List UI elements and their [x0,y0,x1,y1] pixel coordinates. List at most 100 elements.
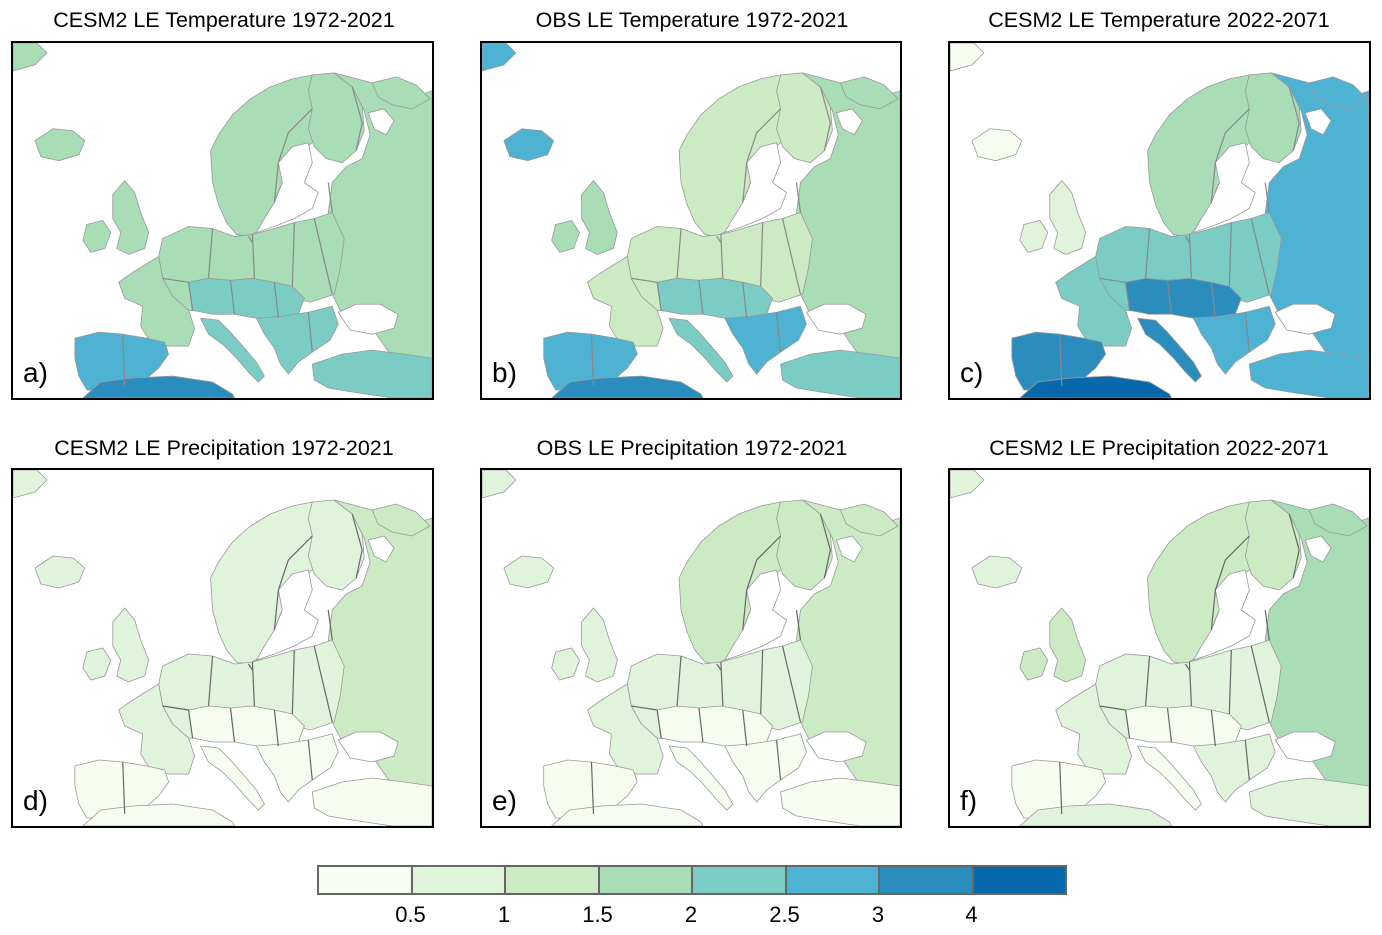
land-region-iberia [74,331,170,391]
country-border [229,707,236,743]
sea-black-sea [337,731,399,763]
map-e [482,470,900,826]
sea-baltic [723,142,788,234]
land-region-ireland [1019,220,1049,253]
land-region-iberia [74,759,170,819]
map-frame: c) [948,41,1371,400]
country-border [1244,739,1250,781]
country-border [1210,535,1250,631]
country-border [351,86,363,151]
colorbar-bin-4 [691,865,787,895]
land-region-greenland [13,470,48,499]
colorbar-tick-label: 4 [965,902,978,927]
country-border [351,513,363,579]
sea-black-sea [337,303,399,335]
map-a [13,43,432,398]
country-border [742,108,781,203]
country-border [1250,645,1270,723]
sea-baltic [255,142,319,234]
colorbar-tick-label: 1 [497,902,511,927]
panel-label: f) [960,785,978,816]
country-border [307,739,313,781]
land-region-france [1055,255,1132,347]
land-region-uk [1049,179,1087,255]
land-region-iberia [1011,331,1107,391]
panel-label: a) [23,357,48,388]
country-border [1059,334,1063,387]
colorbar-bin-5 [784,865,880,895]
sea-white-sea [835,108,863,136]
country-border [698,707,704,743]
country-border [781,645,802,723]
country-border [327,182,333,213]
country-border [207,228,214,279]
panel-title: CESM2 LE Precipitation 1972-2021 [54,436,394,460]
land-region-italy [1136,317,1202,383]
colorbar-bin-7 [971,865,1067,895]
land-region-turkey [1248,349,1369,398]
country-border [631,277,658,283]
country-border [656,709,662,739]
map-frame: e) [480,468,902,828]
country-border [1166,707,1173,743]
country-border [656,282,662,311]
country-border [1188,661,1193,707]
country-border [775,739,782,781]
land-region-uk [581,179,618,255]
land-region-turkey [311,777,432,826]
country-border [760,649,764,715]
land-region-ireland [82,220,112,253]
land-region-greenland [482,43,517,72]
country-border [742,709,748,747]
land-region-ireland [1019,647,1049,681]
sea-baltic [1192,142,1256,234]
colorbar-bin-1 [410,865,506,895]
land-region-iceland [971,555,1023,589]
country-border [313,645,333,723]
sea-white-sea [835,535,863,563]
country-border [1288,86,1300,151]
country-border [720,661,724,707]
land-region-kola [1308,76,1368,110]
land-region-turkey [780,777,900,826]
country-border [819,513,831,579]
map-d [13,470,432,826]
land-region-greenland [950,43,985,72]
country-border [1244,312,1250,353]
country-border [251,661,256,707]
land-region-turkey [780,349,900,398]
country-border [1210,282,1216,319]
land-region-ireland [82,647,112,681]
land-region-france [118,683,195,775]
country-border [273,709,279,747]
country-border [676,655,682,707]
panel-label: c) [960,357,984,388]
land-region-iceland [34,128,86,162]
colorbar [317,865,1067,895]
sea-white-sea [1304,108,1332,136]
country-border [716,236,722,243]
sea-baltic [1192,569,1256,661]
sea-black-sea [1274,303,1336,335]
land-region-ireland [551,647,580,681]
country-border [247,663,253,671]
land-region-iceland [503,128,555,162]
country-border [1099,705,1126,711]
land-region-greenland [950,470,985,499]
land-region-turkey [311,349,432,398]
land-region-greenland [13,43,48,72]
land-region-north-africa [1019,803,1172,826]
country-border [590,334,595,387]
country-border [313,218,333,295]
sea-baltic [255,569,319,661]
country-border [1099,277,1126,283]
sea-white-sea [367,108,395,136]
land-region-north-africa [82,803,235,826]
country-border [162,705,189,711]
sea-black-sea [805,303,867,335]
map-b [482,43,900,398]
country-border [122,761,126,815]
panel-label: d) [23,785,48,816]
country-border [720,234,724,279]
land-region-italy [668,745,734,811]
